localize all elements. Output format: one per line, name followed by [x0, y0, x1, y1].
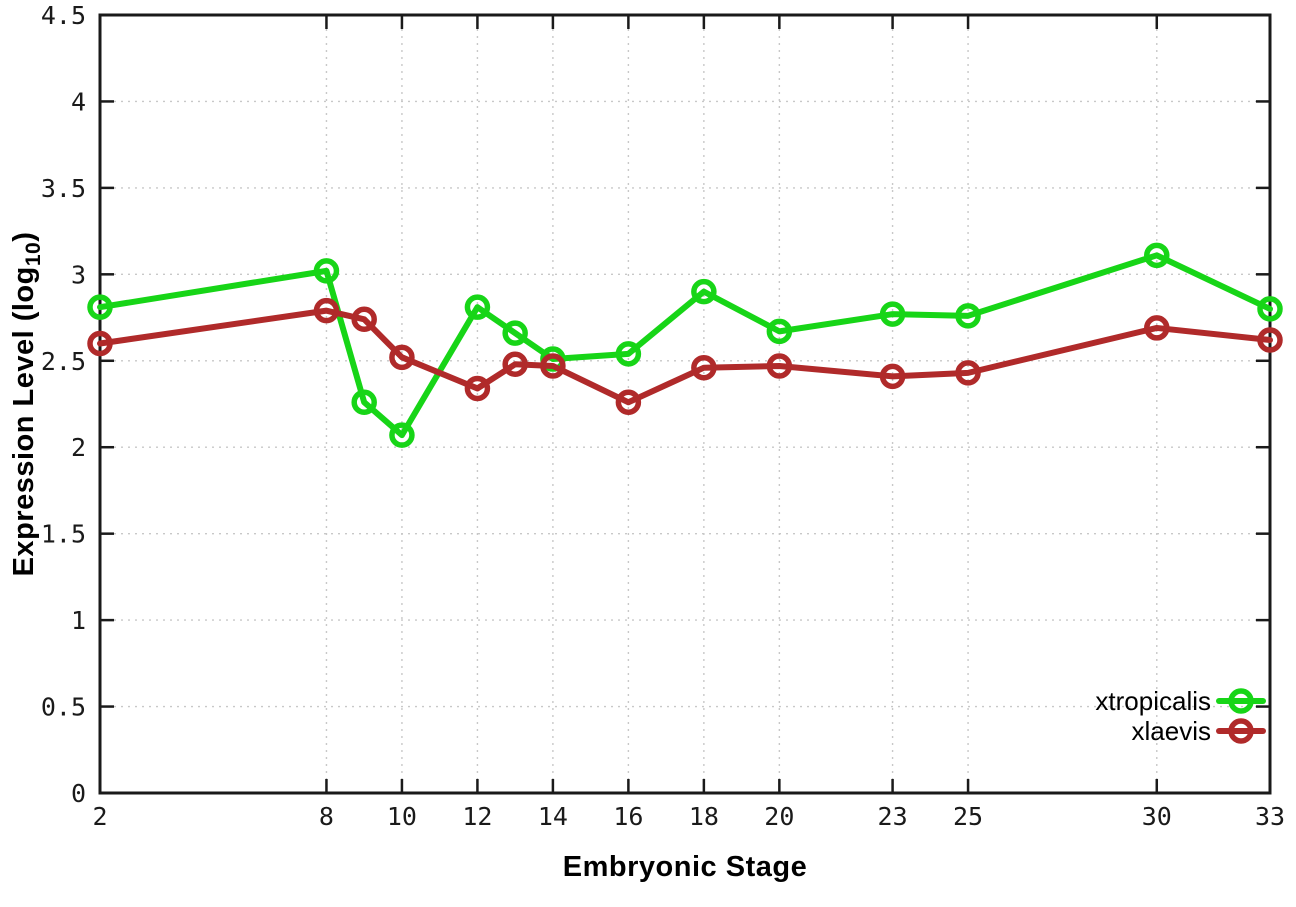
- x-tick-label: 8: [319, 802, 334, 831]
- x-axis-title: Embryonic Stage: [562, 851, 808, 883]
- y-tick-label: 3: [71, 260, 86, 289]
- data-point-xtropicalis: [615, 341, 642, 367]
- x-tick-label: 23: [878, 802, 908, 831]
- series-line-xlaevis: [97, 307, 1273, 406]
- x-tick-label: 2: [92, 802, 107, 831]
- x-tick-label: 14: [538, 802, 568, 831]
- y-tick-label: 1: [71, 606, 86, 635]
- data-point-xtropicalis: [691, 278, 717, 305]
- x-tick-label: 16: [613, 802, 643, 831]
- data-point-xlaevis: [955, 360, 981, 386]
- y-tick-label: 4: [71, 87, 86, 116]
- data-point-xtropicalis: [879, 301, 906, 327]
- y-tick-label: 0.5: [41, 693, 86, 722]
- data-point-xlaevis: [540, 353, 566, 379]
- data-point-xtropicalis: [1144, 242, 1170, 269]
- x-tick-label: 10: [387, 802, 417, 831]
- x-tick-label: 18: [689, 802, 719, 831]
- x-tick-label: 20: [764, 802, 794, 831]
- x-tick-label: 25: [953, 802, 983, 831]
- data-point-xtropicalis: [464, 294, 491, 320]
- y-tick-label: 2: [71, 433, 86, 462]
- plot-frame: [98, 13, 1272, 795]
- data-point-xlaevis: [691, 354, 717, 381]
- y-tick-label: 2.5: [41, 347, 86, 376]
- data-point-xtropicalis: [87, 294, 113, 320]
- data-point-xlaevis: [313, 297, 340, 324]
- y-tick-label: 1.5: [41, 520, 86, 549]
- y-axis-title-text: Expression Level (log: [8, 266, 40, 577]
- data-point-xlaevis: [879, 363, 906, 390]
- legend-label-xtropicalis: xtropicalis: [1095, 686, 1211, 716]
- x-tick-label: 12: [462, 802, 492, 831]
- legend-label-xlaevis: xlaevis: [1132, 716, 1211, 746]
- data-point-xtropicalis: [766, 318, 793, 345]
- data-point-xlaevis: [351, 306, 377, 333]
- y-axis-title: Expression Level (log10): [8, 104, 48, 704]
- x-tick-label: 30: [1142, 802, 1172, 831]
- data-point-xlaevis: [615, 389, 642, 416]
- y-tick-label: 4.5: [41, 1, 86, 30]
- data-point-xlaevis: [502, 351, 528, 377]
- y-tick-label: 0: [71, 779, 86, 808]
- data-point-xtropicalis: [1257, 296, 1283, 322]
- data-point-xlaevis: [766, 353, 793, 379]
- y-tick-label: 3.5: [41, 174, 86, 203]
- data-point-xlaevis: [1257, 327, 1283, 353]
- data-point-xlaevis: [87, 330, 113, 357]
- data-point-xlaevis: [464, 375, 491, 402]
- y-axis-title-close: ): [8, 231, 40, 242]
- y-axis-title-subscript: 10: [22, 241, 45, 267]
- data-point-xlaevis: [1144, 315, 1170, 341]
- legend-sample-marker-xtropicalis: [1228, 688, 1254, 714]
- data-point-xlaevis: [389, 344, 415, 371]
- data-point-xtropicalis: [502, 320, 528, 346]
- data-point-xtropicalis: [351, 389, 377, 416]
- data-point-xtropicalis: [389, 422, 415, 448]
- x-tick-label: 33: [1255, 802, 1285, 831]
- legend-sample-marker-xlaevis: [1228, 718, 1254, 744]
- data-point-xtropicalis: [955, 303, 981, 329]
- data-point-xtropicalis: [313, 258, 340, 284]
